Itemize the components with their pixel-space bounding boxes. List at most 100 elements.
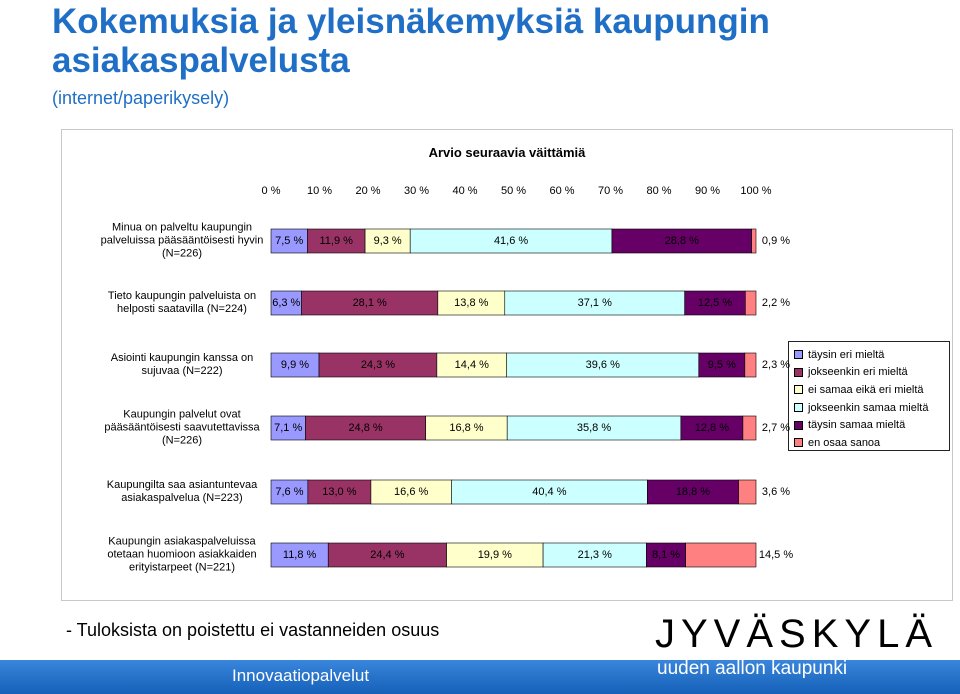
x-tick-label: 70 %	[597, 185, 624, 197]
data-label: 35,8 %	[576, 422, 612, 434]
bar-segment	[647, 479, 739, 505]
data-label: 41,6 %	[493, 235, 529, 247]
data-label: 9,3 %	[373, 235, 402, 247]
legend-label: ei samaa eikä eri mieltä	[808, 383, 924, 396]
legend-label: jokseenkin eri mieltä	[808, 366, 908, 379]
data-label: 11,9 %	[319, 235, 353, 247]
footer-bar	[0, 660, 960, 694]
data-label: 12,5 %	[697, 297, 733, 309]
data-label: 2,3 %	[761, 359, 791, 371]
data-label: 21,3 %	[577, 549, 612, 561]
bar-segment	[742, 415, 757, 441]
data-label: 7,5 %	[275, 235, 304, 247]
bar-segment	[506, 352, 700, 378]
data-label: 19,9 %	[477, 549, 512, 561]
bar-segment	[437, 290, 506, 316]
bar-segment	[680, 415, 744, 441]
city-slogan: uuden aallon kaupunki	[657, 658, 848, 679]
bar-segment	[327, 542, 447, 568]
bar-segment	[684, 290, 746, 316]
legend-swatch	[794, 350, 803, 360]
x-tick-label: 90 %	[694, 185, 721, 197]
data-label: 8,1 %	[651, 549, 681, 561]
legend-item: täysin eri mieltä	[794, 346, 949, 364]
bar-segment	[542, 542, 647, 568]
legend-label: jokseenkin samaa mieltä	[808, 401, 929, 414]
category-label: Asiointi kaupungin kanssa on sujuvaa (N=2…	[110, 352, 254, 377]
data-label: 16,8 %	[449, 422, 484, 434]
bar-segment	[611, 228, 752, 254]
category-label: Minua on palveltu kaupungin palveluissa p…	[100, 221, 264, 260]
bar-segment	[307, 228, 366, 254]
data-label: 24,3 %	[360, 359, 396, 371]
page-subtitle: (internet/paperikysely)	[52, 88, 230, 108]
legend-item: jokseenkin eri mieltä	[794, 364, 949, 382]
category-label: Tieto kaupungin palveluista on helposti s…	[107, 290, 257, 315]
x-tick-label: 10 %	[306, 185, 333, 197]
data-label: 7,6 %	[275, 486, 304, 498]
footnote: - Tuloksista on poistettu ei vastanneide…	[66, 620, 440, 640]
data-label: 2,2 %	[761, 297, 791, 309]
legend-swatch	[794, 385, 803, 395]
bar-segment	[745, 290, 757, 316]
data-label: 24,8 %	[348, 422, 383, 434]
bar-segment	[744, 352, 757, 378]
x-tick-label: 0 %	[261, 185, 281, 197]
bar-segment	[738, 479, 757, 505]
legend-swatch	[794, 438, 803, 448]
legend-item: jokseenkin samaa mieltä	[794, 399, 949, 417]
legend-swatch	[794, 403, 803, 413]
legend-item: en osaa sanoa	[794, 434, 949, 452]
bar-segment	[698, 352, 746, 378]
category-label: Kaupungin palvelut ovat pääsääntöisesti s…	[104, 408, 260, 447]
data-label: 24,4 %	[370, 549, 405, 561]
chart-plot	[270, 228, 757, 568]
x-tick-label: 20 %	[355, 185, 381, 197]
bar-segment	[270, 415, 306, 441]
bar-segment	[409, 228, 613, 254]
legend-swatch	[794, 367, 803, 377]
bar-segment	[307, 479, 372, 505]
category-label: Kaupungilta saa asiantuntevaa asiakaspalv…	[106, 479, 258, 504]
bar-segment	[270, 542, 329, 568]
data-label: 28,8 %	[664, 235, 699, 247]
data-label: 14,5 %	[758, 549, 794, 561]
data-label: 7,1 %	[274, 422, 303, 434]
data-label: 0,9 %	[761, 235, 791, 247]
legend-item: täysin samaa mieltä	[794, 416, 949, 434]
bar-segment	[270, 290, 302, 316]
x-tick-label: 50 %	[500, 185, 527, 197]
data-label: 28,1 %	[352, 297, 387, 309]
data-label: 14,4 %	[454, 359, 489, 371]
bar-segment	[751, 228, 757, 254]
data-label: 16,6 %	[394, 486, 429, 498]
bar-segment	[318, 352, 438, 378]
bar-segment	[685, 542, 757, 568]
data-label: 40,4 %	[532, 486, 567, 498]
data-label: 37,1 %	[577, 297, 612, 309]
x-tick-label: 100 %	[740, 185, 772, 197]
page-title: Kokemuksia ja yleisnäkemyksiä kaupungin …	[52, 2, 770, 80]
bar-segment	[270, 228, 308, 254]
bar-segment	[425, 415, 508, 441]
bar-segment	[436, 352, 508, 378]
category-label: Kaupungin asiakaspalveluissa otetaan huom…	[107, 535, 257, 574]
bar-segment	[506, 415, 682, 441]
data-label: 6,3 %	[272, 297, 301, 309]
city-logo: JYVÄSKYLÄ	[655, 612, 939, 656]
x-tick-label: 80 %	[646, 185, 672, 197]
bar-segment	[301, 290, 439, 316]
bar-segment	[504, 290, 686, 316]
stacked-bar-chart: Arvio seuraavia väittämiä täysin eri mie…	[61, 129, 953, 601]
legend-swatch	[794, 420, 803, 430]
legend-label: täysin eri mieltä	[808, 348, 885, 361]
bar-segment	[364, 228, 411, 254]
data-label: 12,8 %	[694, 422, 729, 434]
x-tick-label: 40 %	[452, 185, 478, 197]
data-label: 11,8 %	[282, 549, 317, 561]
legend-item: ei samaa eikä eri mieltä	[794, 381, 949, 399]
chart-title: Arvio seuraavia väittämiä	[428, 145, 586, 160]
bar-segment	[270, 352, 320, 378]
legend-label: en osaa sanoa	[808, 436, 881, 449]
data-label: 39,6 %	[585, 359, 620, 371]
